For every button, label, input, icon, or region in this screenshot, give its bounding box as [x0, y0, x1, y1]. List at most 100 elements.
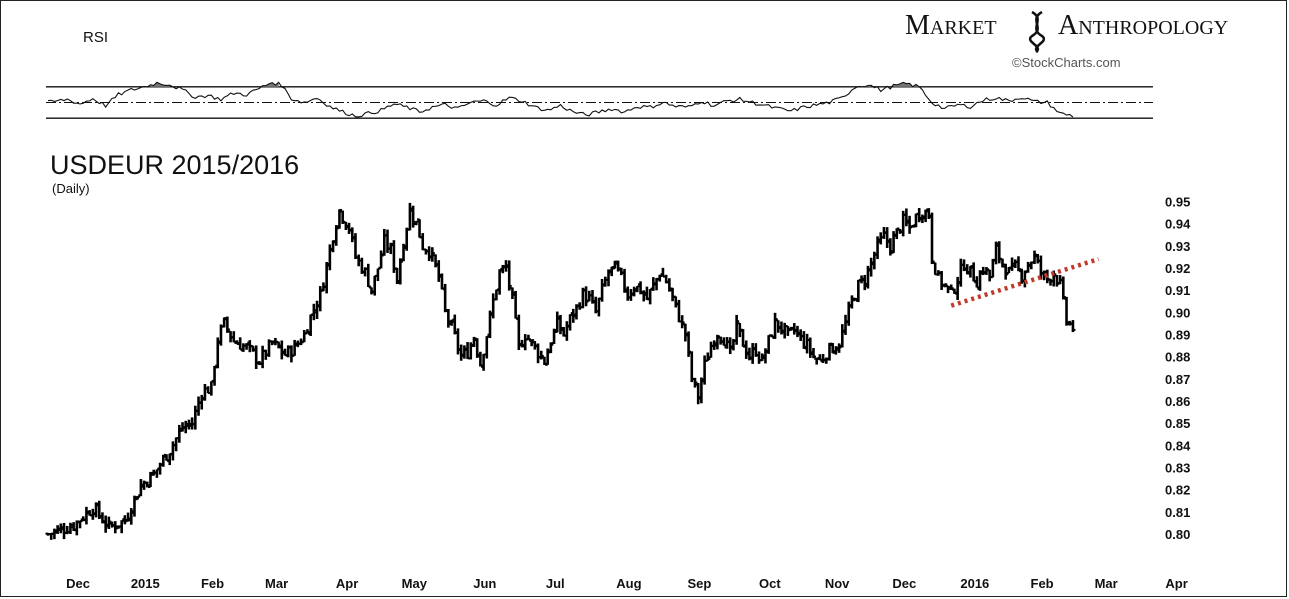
- ohlc-bar: [743, 340, 749, 359]
- dna-icon: [1028, 10, 1046, 53]
- ohlc-bar: [903, 208, 909, 227]
- x-tick-label: May: [402, 576, 428, 591]
- ohlc-bar: [721, 337, 727, 347]
- ohlc-bar: [196, 396, 202, 416]
- ohlc-bar: [1035, 253, 1041, 264]
- ohlc-bar: [583, 286, 589, 307]
- ohlc-bar: [333, 225, 339, 246]
- ohlc-bar: [282, 348, 288, 357]
- ohlc-bar: [525, 334, 531, 341]
- ohlc-bar: [253, 345, 259, 369]
- ohlc-bar: [218, 324, 224, 346]
- y-tick-label: 0.92: [1165, 261, 1190, 276]
- ohlc-bar: [750, 343, 756, 364]
- x-tick-label: Mar: [265, 576, 288, 591]
- ohlc-bar: [1003, 263, 1009, 280]
- y-axis: 0.95 0.94 0.93 0.92 0.91 0.90 0.89 0.88 0.87 0.86…: [1165, 194, 1191, 541]
- ohlc-bar: [769, 334, 775, 338]
- ohlc-bar: [679, 315, 685, 329]
- y-tick-label: 0.82: [1165, 483, 1190, 498]
- ohlc-bar: [843, 314, 849, 335]
- ohlc-bar: [288, 345, 294, 363]
- ohlc-bar: [365, 263, 371, 288]
- ohlc-bar: [436, 260, 442, 282]
- x-tick-label: Oct: [759, 576, 781, 591]
- ohlc-bar: [577, 302, 583, 310]
- x-tick-label: Apr: [336, 576, 358, 591]
- ohlc-bar: [1064, 296, 1070, 326]
- ohlc-bar: [974, 276, 980, 289]
- ohlc-bar: [878, 232, 884, 245]
- ohlc-bar: [772, 312, 778, 339]
- ohlc-bar: [173, 437, 179, 452]
- ohlc-bar: [208, 380, 214, 396]
- ohlc-bar: [237, 337, 243, 351]
- ohlc-bar: [785, 325, 791, 336]
- ohlc-bar: [439, 273, 445, 290]
- ohlc-bar: [711, 340, 717, 350]
- ohlc-bar: [618, 267, 624, 276]
- ohlc-bar: [548, 342, 554, 354]
- ohlc-bar: [301, 330, 307, 343]
- ohlc-bar: [1015, 256, 1021, 272]
- chart-title: USDEUR 2015/2016: [50, 150, 299, 180]
- ohlc-bar: [862, 274, 868, 291]
- ohlc-bar: [756, 351, 762, 364]
- ohlc-bar: [1070, 320, 1076, 333]
- ohlc-bar: [839, 324, 845, 348]
- x-tick-label: Feb: [1031, 576, 1054, 591]
- ohlc-bar: [695, 382, 701, 405]
- ohlc-bar: [907, 215, 913, 234]
- y-tick-label: 0.83: [1165, 460, 1190, 475]
- ohlc-bar: [689, 351, 695, 383]
- ohlc-bar: [420, 233, 426, 251]
- ohlc-bar: [83, 506, 89, 525]
- ohlc-bar: [734, 314, 740, 345]
- price-series: [45, 202, 1076, 540]
- trendline: [950, 256, 1100, 308]
- ohlc-bar: [990, 258, 996, 279]
- ohlc-bar: [474, 338, 480, 358]
- x-axis: Dec 2015 Feb Mar Apr May Jun Jul Aug Sep Oct Nov Dec…: [66, 576, 1188, 591]
- ohlc-bar: [529, 339, 535, 347]
- ohlc-bar: [1025, 261, 1031, 273]
- ohlc-bar: [394, 267, 400, 285]
- y-tick-label: 0.89: [1165, 327, 1190, 342]
- ohlc-bar: [186, 419, 192, 430]
- ohlc-bar: [240, 343, 246, 352]
- ohlc-bar: [884, 227, 890, 249]
- x-tick-label: Aug: [616, 576, 641, 591]
- ohlc-bar: [836, 343, 842, 353]
- ohlc-bar: [119, 519, 125, 534]
- ohlc-bar: [378, 250, 384, 269]
- x-tick-label: 2015: [131, 576, 160, 591]
- ohlc-bar: [170, 441, 176, 461]
- ohlc-bar: [407, 202, 413, 231]
- x-tick-label: Apr: [1165, 576, 1187, 591]
- y-tick-label: 0.94: [1165, 217, 1191, 232]
- ohlc-bar: [541, 356, 547, 365]
- ohlc-bar: [481, 353, 487, 371]
- ohlc-bar: [564, 321, 570, 341]
- ohlc-bar: [606, 269, 612, 287]
- ohlc-bar: [375, 267, 381, 282]
- x-tick-label: Jul: [546, 576, 565, 591]
- ohlc-bar: [622, 268, 628, 293]
- ohlc-bar: [506, 260, 512, 291]
- x-tick-label: Dec: [892, 576, 916, 591]
- chart-subtitle: (Daily): [52, 181, 90, 196]
- rsi-overbought-fill: [893, 82, 920, 87]
- ohlc-bar: [372, 275, 378, 296]
- ohlc-bar: [913, 213, 919, 228]
- ohlc-bar: [894, 227, 900, 240]
- ohlc-bar: [1054, 274, 1060, 287]
- rsi-label: RSI: [83, 29, 108, 46]
- ohlc-bar: [224, 316, 230, 333]
- ohlc-bar: [692, 377, 698, 388]
- y-tick-label: 0.84: [1165, 438, 1191, 453]
- ohlc-bar: [183, 420, 189, 434]
- y-tick-label: 0.90: [1165, 305, 1190, 320]
- ohlc-bar: [490, 293, 496, 319]
- ohlc-bar: [942, 283, 948, 288]
